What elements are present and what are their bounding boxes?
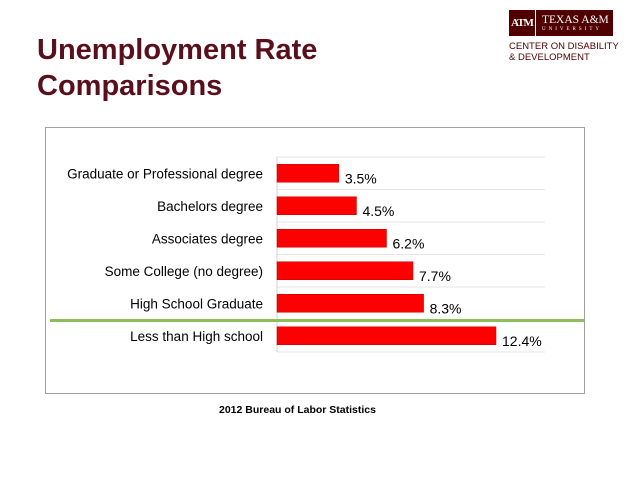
data-label: 12.4% <box>502 333 542 349</box>
category-label: Less than High school <box>130 329 263 344</box>
logo-center-name: CENTER ON DISABILITY & DEVELOPMENT <box>509 41 634 63</box>
tamu-logo: ATM TEXAS A&M UNIVERSITY CENTER ON DISAB… <box>509 10 634 63</box>
logo-wordmark: TEXAS A&M UNIVERSITY <box>535 10 613 36</box>
category-label: Graduate or Professional degree <box>67 166 263 181</box>
source-note: 2012 Bureau of Labor Statistics <box>219 404 376 416</box>
data-label: 3.5% <box>345 170 377 186</box>
slide-title-line-2: Comparisons <box>37 70 223 102</box>
data-label: 6.2% <box>393 235 425 251</box>
bar <box>276 294 424 313</box>
category-label: Some College (no degree) <box>105 264 263 279</box>
logo-university-word: UNIVERSITY <box>542 26 602 32</box>
data-label: 7.7% <box>419 268 451 284</box>
divider-line <box>50 319 584 322</box>
atm-logo-mark: ATM <box>509 10 535 36</box>
category-label: High School Graduate <box>130 296 263 311</box>
slide-title: Unemployment Rate Comparisons <box>37 32 457 104</box>
bar <box>276 196 357 215</box>
bar <box>276 326 497 345</box>
logo-banner: ATM TEXAS A&M UNIVERSITY <box>509 10 634 36</box>
bar <box>276 261 414 280</box>
logo-university-name: TEXAS A&M <box>542 13 609 26</box>
bar <box>276 229 387 248</box>
logo-center-line-1: CENTER ON DISABILITY <box>509 41 619 52</box>
data-label: 4.5% <box>362 203 394 219</box>
category-label: Bachelors degree <box>157 199 263 214</box>
slide-title-line-1: Unemployment Rate <box>37 34 318 66</box>
category-label: Associates degree <box>152 231 263 246</box>
bar <box>276 164 340 183</box>
data-label: 8.3% <box>430 300 462 316</box>
logo-center-line-2: & DEVELOPMENT <box>509 52 590 63</box>
